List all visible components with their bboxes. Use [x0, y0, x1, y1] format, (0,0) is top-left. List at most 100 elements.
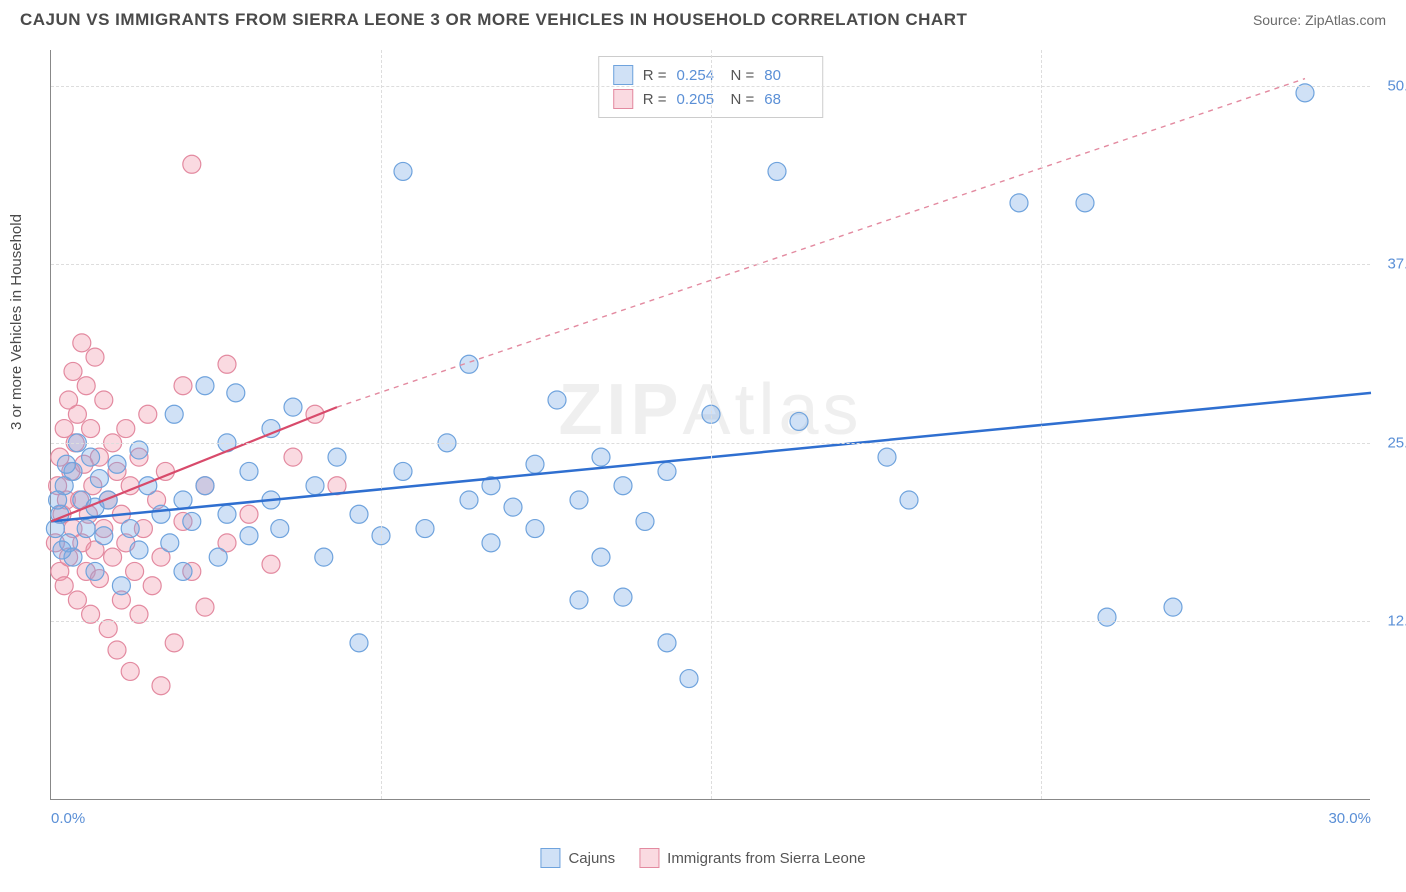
data-point [262, 555, 280, 573]
data-point [139, 405, 157, 423]
data-point [82, 420, 100, 438]
data-point [183, 155, 201, 173]
source-label: Source: ZipAtlas.com [1253, 12, 1386, 28]
r-label-2: R = [643, 91, 667, 108]
data-point [161, 534, 179, 552]
data-point [680, 670, 698, 688]
data-point [240, 527, 258, 545]
bottom-legend: Cajuns Immigrants from Sierra Leone [540, 848, 865, 868]
ytick-label: 25.0% [1375, 434, 1406, 451]
data-point [790, 412, 808, 430]
r-value-cajuns: 0.254 [677, 67, 721, 84]
data-point [53, 541, 71, 559]
y-axis-label: 3 or more Vehicles in Household [8, 214, 25, 430]
data-point [183, 512, 201, 530]
data-point [306, 477, 324, 495]
data-point [152, 677, 170, 695]
data-point [86, 348, 104, 366]
swatch-cajuns [613, 65, 633, 85]
ytick-label: 12.5% [1375, 613, 1406, 630]
data-point [636, 512, 654, 530]
data-point [104, 548, 122, 566]
data-point [614, 588, 632, 606]
data-point [482, 534, 500, 552]
data-point [68, 405, 86, 423]
n-value-cajuns: 80 [764, 67, 808, 84]
data-point [108, 455, 126, 473]
data-point [658, 462, 676, 480]
data-point [121, 662, 139, 680]
data-point [416, 520, 434, 538]
data-point [196, 477, 214, 495]
data-point [95, 527, 113, 545]
data-point [240, 462, 258, 480]
data-point [526, 520, 544, 538]
r-label-1: R = [643, 67, 667, 84]
chart-title: CAJUN VS IMMIGRANTS FROM SIERRA LEONE 3 … [20, 10, 967, 30]
chart-plot-area: ZIPAtlas R = 0.254 N = 80 R = 0.205 N = … [50, 50, 1370, 800]
data-point [394, 162, 412, 180]
data-point [57, 455, 75, 473]
data-point [165, 405, 183, 423]
ytick-label: 37.5% [1375, 256, 1406, 273]
data-point [394, 462, 412, 480]
data-point [570, 591, 588, 609]
data-point [1098, 608, 1116, 626]
legend-swatch-cajuns [540, 848, 560, 868]
data-point [350, 505, 368, 523]
data-point [95, 391, 113, 409]
data-point [108, 641, 126, 659]
data-point [460, 491, 478, 509]
data-point [90, 470, 108, 488]
data-point [77, 520, 95, 538]
data-point [196, 377, 214, 395]
data-point [112, 577, 130, 595]
data-point [271, 520, 289, 538]
xtick-label: 0.0% [51, 810, 85, 827]
data-point [77, 377, 95, 395]
r-value-sl: 0.205 [677, 91, 721, 108]
data-point [315, 548, 333, 566]
data-point [218, 355, 236, 373]
data-point [117, 420, 135, 438]
data-point [570, 491, 588, 509]
legend-item-cajuns: Cajuns [540, 848, 615, 868]
data-point [49, 491, 67, 509]
legend-item-sl: Immigrants from Sierra Leone [639, 848, 865, 868]
data-point [174, 562, 192, 580]
data-point [900, 491, 918, 509]
data-point [1010, 194, 1028, 212]
n-label-2: N = [731, 91, 755, 108]
data-point [350, 634, 368, 652]
n-value-sl: 68 [764, 91, 808, 108]
data-point [55, 577, 73, 595]
data-point [504, 498, 522, 516]
data-point [218, 505, 236, 523]
data-point [284, 448, 302, 466]
data-point [526, 455, 544, 473]
data-point [227, 384, 245, 402]
n-label-1: N = [731, 67, 755, 84]
data-point [592, 548, 610, 566]
data-point [174, 491, 192, 509]
data-point [82, 448, 100, 466]
legend-swatch-sl [639, 848, 659, 868]
ytick-label: 50.0% [1375, 77, 1406, 94]
v-gridline [381, 50, 382, 799]
data-point [121, 520, 139, 538]
xtick-label: 30.0% [1328, 810, 1371, 827]
data-point [86, 562, 104, 580]
data-point [614, 477, 632, 495]
data-point [64, 362, 82, 380]
data-point [143, 577, 161, 595]
data-point [1076, 194, 1094, 212]
data-point [130, 541, 148, 559]
swatch-sl [613, 89, 633, 109]
data-point [768, 162, 786, 180]
v-gridline [1041, 50, 1042, 799]
data-point [152, 505, 170, 523]
data-point [284, 398, 302, 416]
data-point [240, 505, 258, 523]
data-point [328, 448, 346, 466]
data-point [209, 548, 227, 566]
